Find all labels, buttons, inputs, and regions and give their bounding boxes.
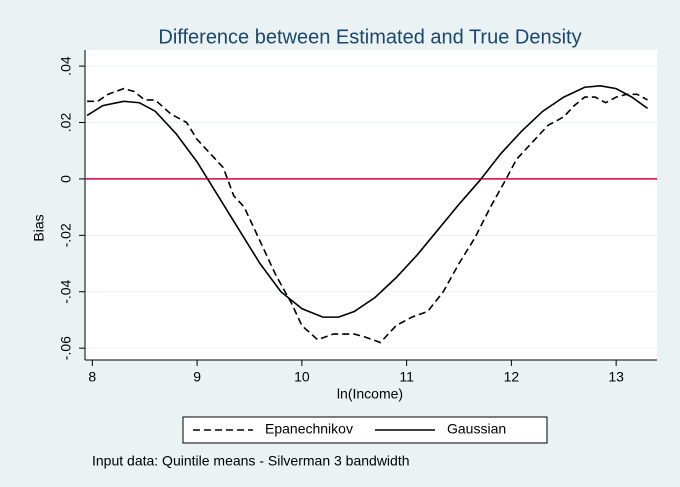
- x-tick-label: 12: [504, 369, 520, 385]
- x-tick-label: 13: [608, 369, 624, 385]
- x-axis-label: ln(Income): [337, 386, 403, 402]
- line-series: [86, 85, 649, 318]
- x-tick-label: 8: [88, 369, 96, 385]
- line-series: [87, 87, 648, 344]
- y-axis-label: Bias: [31, 214, 47, 241]
- y-tick-label: -.06: [58, 336, 74, 360]
- legend-label: Gaussian: [447, 421, 506, 437]
- y-tick-label: -.04: [58, 279, 74, 303]
- y-tick-label: 0: [58, 175, 74, 183]
- y-tick-label: .04: [58, 56, 74, 76]
- y-tick-label: .02: [58, 113, 74, 133]
- chart-title: Difference between Estimated and True De…: [158, 26, 581, 48]
- note: Input data: Quintile means - Silverman 3…: [92, 453, 410, 469]
- plot-area: [85, 50, 657, 360]
- x-tick-label: 11: [399, 369, 414, 385]
- legend-label: Epanechnikov: [265, 421, 353, 437]
- y-tick-label: -.02: [58, 223, 74, 247]
- x-tick-label: 9: [193, 369, 201, 385]
- x-tick-label: 10: [294, 369, 310, 385]
